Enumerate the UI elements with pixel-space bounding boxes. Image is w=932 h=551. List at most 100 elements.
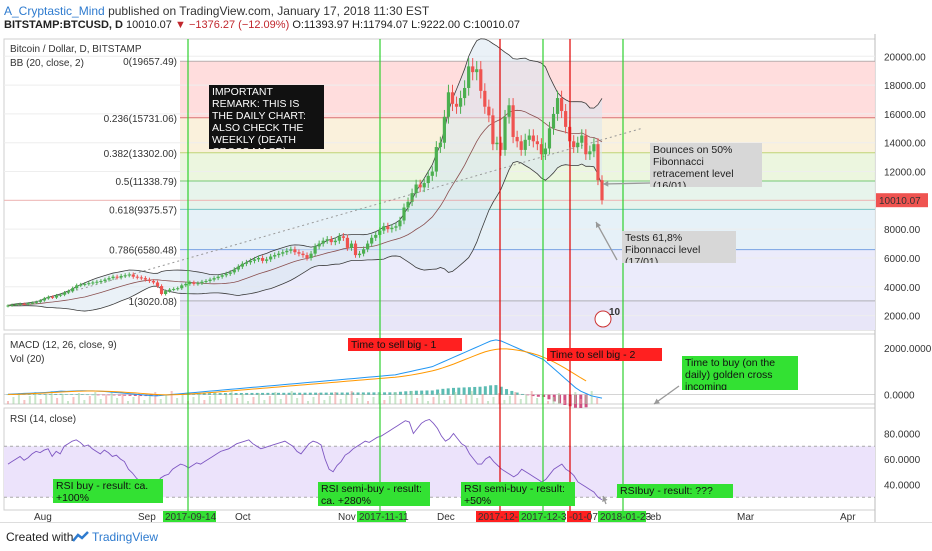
macd-tick-label: 0.0000: [884, 391, 915, 402]
macd-histogram-bar: [64, 394, 68, 395]
volume-bar: [94, 392, 97, 404]
volume-bar: [394, 392, 397, 404]
volume-bar: [552, 397, 555, 404]
volume-bar: [143, 400, 146, 404]
volume-bar: [383, 400, 386, 404]
volume-bar: [39, 399, 42, 404]
candle-body: [301, 253, 305, 256]
date-tag: [519, 511, 565, 522]
volume-bar: [361, 394, 364, 404]
candle-body: [430, 171, 434, 176]
candle-body: [196, 283, 200, 285]
macd-histogram-bar: [563, 394, 567, 405]
macd-histogram-bar: [75, 394, 79, 395]
volume-bar: [508, 396, 511, 404]
price-tick-label: 2000.00: [884, 312, 921, 323]
macd-histogram-bar: [128, 394, 132, 396]
candle-body: [503, 116, 507, 150]
volume-bar: [214, 392, 217, 404]
macd-histogram-bar: [218, 393, 222, 395]
macd-histogram-bar: [505, 389, 509, 395]
volume-bar: [432, 397, 435, 404]
volume-bar: [519, 399, 522, 404]
candle-body: [289, 249, 293, 251]
candle-body: [390, 227, 394, 230]
candle-body: [458, 98, 463, 107]
macd-histogram-bar: [457, 387, 461, 395]
candle-body: [527, 135, 531, 140]
candle-body: [398, 220, 402, 227]
date-tag-text: 2017-12-1: [478, 512, 524, 522]
volume-bar: [377, 393, 380, 404]
macd-histogram-bar: [292, 392, 296, 395]
candle-body: [273, 255, 277, 257]
author-link[interactable]: A_Cryptastic_Mind: [4, 4, 105, 18]
macd-histogram-bar: [303, 392, 307, 395]
time-axis-label: Apr: [840, 512, 856, 522]
date-tag-text: -01-07: [569, 512, 598, 522]
volume-bar: [77, 393, 80, 404]
candle-body: [588, 151, 592, 155]
candle-body: [309, 253, 313, 258]
candle-body: [151, 281, 156, 283]
candle-body: [111, 276, 115, 279]
candle-body: [184, 283, 188, 286]
candle-body: [499, 142, 503, 150]
candle-body: [224, 273, 228, 276]
candle-body: [426, 175, 430, 184]
volume-bar: [176, 398, 179, 404]
macd-histogram-bar: [96, 394, 100, 396]
macd-histogram-bar: [70, 394, 74, 395]
macd-histogram-bar: [308, 392, 312, 395]
candle-body: [374, 234, 378, 238]
candle-body: [293, 249, 297, 253]
volume-bar: [154, 392, 157, 404]
chart-area[interactable]: 0(19657.49) 0.236(15731.06) 0.382(13302.00…: [0, 34, 932, 522]
arrow-tests: [595, 221, 618, 261]
tradingview-logo-icon: [72, 531, 89, 542]
candle-body: [515, 136, 519, 142]
chart-annotation: Bounces on 50% Fibonnacci retracement le…: [650, 143, 762, 187]
macd-histogram-bar: [473, 386, 477, 395]
volume-bar: [323, 400, 326, 404]
macd-histogram-bar: [107, 394, 111, 396]
volume-bar: [203, 400, 206, 404]
price-tick-label: 18000.00: [884, 81, 926, 92]
candle-body: [38, 300, 42, 302]
macd-histogram-bar: [462, 387, 466, 395]
volume-bar: [585, 395, 588, 404]
candle-body: [256, 257, 261, 260]
candle-body: [297, 252, 301, 254]
candle-body: [559, 98, 564, 112]
candle-body: [543, 148, 548, 155]
candle-body: [446, 92, 451, 117]
candle-body: [115, 276, 119, 278]
candle-body: [281, 252, 285, 254]
volume-bar: [137, 393, 140, 404]
candle-body: [26, 303, 30, 305]
macd-histogram-bar: [276, 392, 280, 395]
volume-bar: [563, 400, 566, 404]
macd-histogram-bar: [139, 394, 143, 397]
candle-body: [361, 249, 366, 254]
candle-body: [539, 144, 543, 155]
volume-bar: [317, 393, 320, 404]
tradingview-brand[interactable]: TradingView: [92, 530, 159, 544]
candle-body: [252, 259, 257, 261]
candle-body: [46, 296, 51, 299]
macd-histogram-bar: [314, 392, 318, 395]
volume-bar: [165, 395, 168, 404]
volume-bar: [476, 398, 479, 404]
volume-indicator-label: Vol (20): [10, 354, 44, 365]
bollinger-fill: [8, 38, 602, 312]
volume-bar: [241, 394, 244, 404]
volume-bar: [530, 391, 533, 404]
chart-header: A_Cryptastic_Mind published on TradingVi…: [0, 0, 932, 34]
candle-body: [240, 263, 244, 267]
macd-histogram-bar: [319, 392, 323, 395]
volume-bar: [230, 391, 233, 404]
volume-bar: [208, 396, 211, 404]
macd-histogram-bar: [330, 392, 334, 395]
volume-bar: [61, 394, 64, 404]
macd-histogram-bar: [234, 393, 238, 395]
